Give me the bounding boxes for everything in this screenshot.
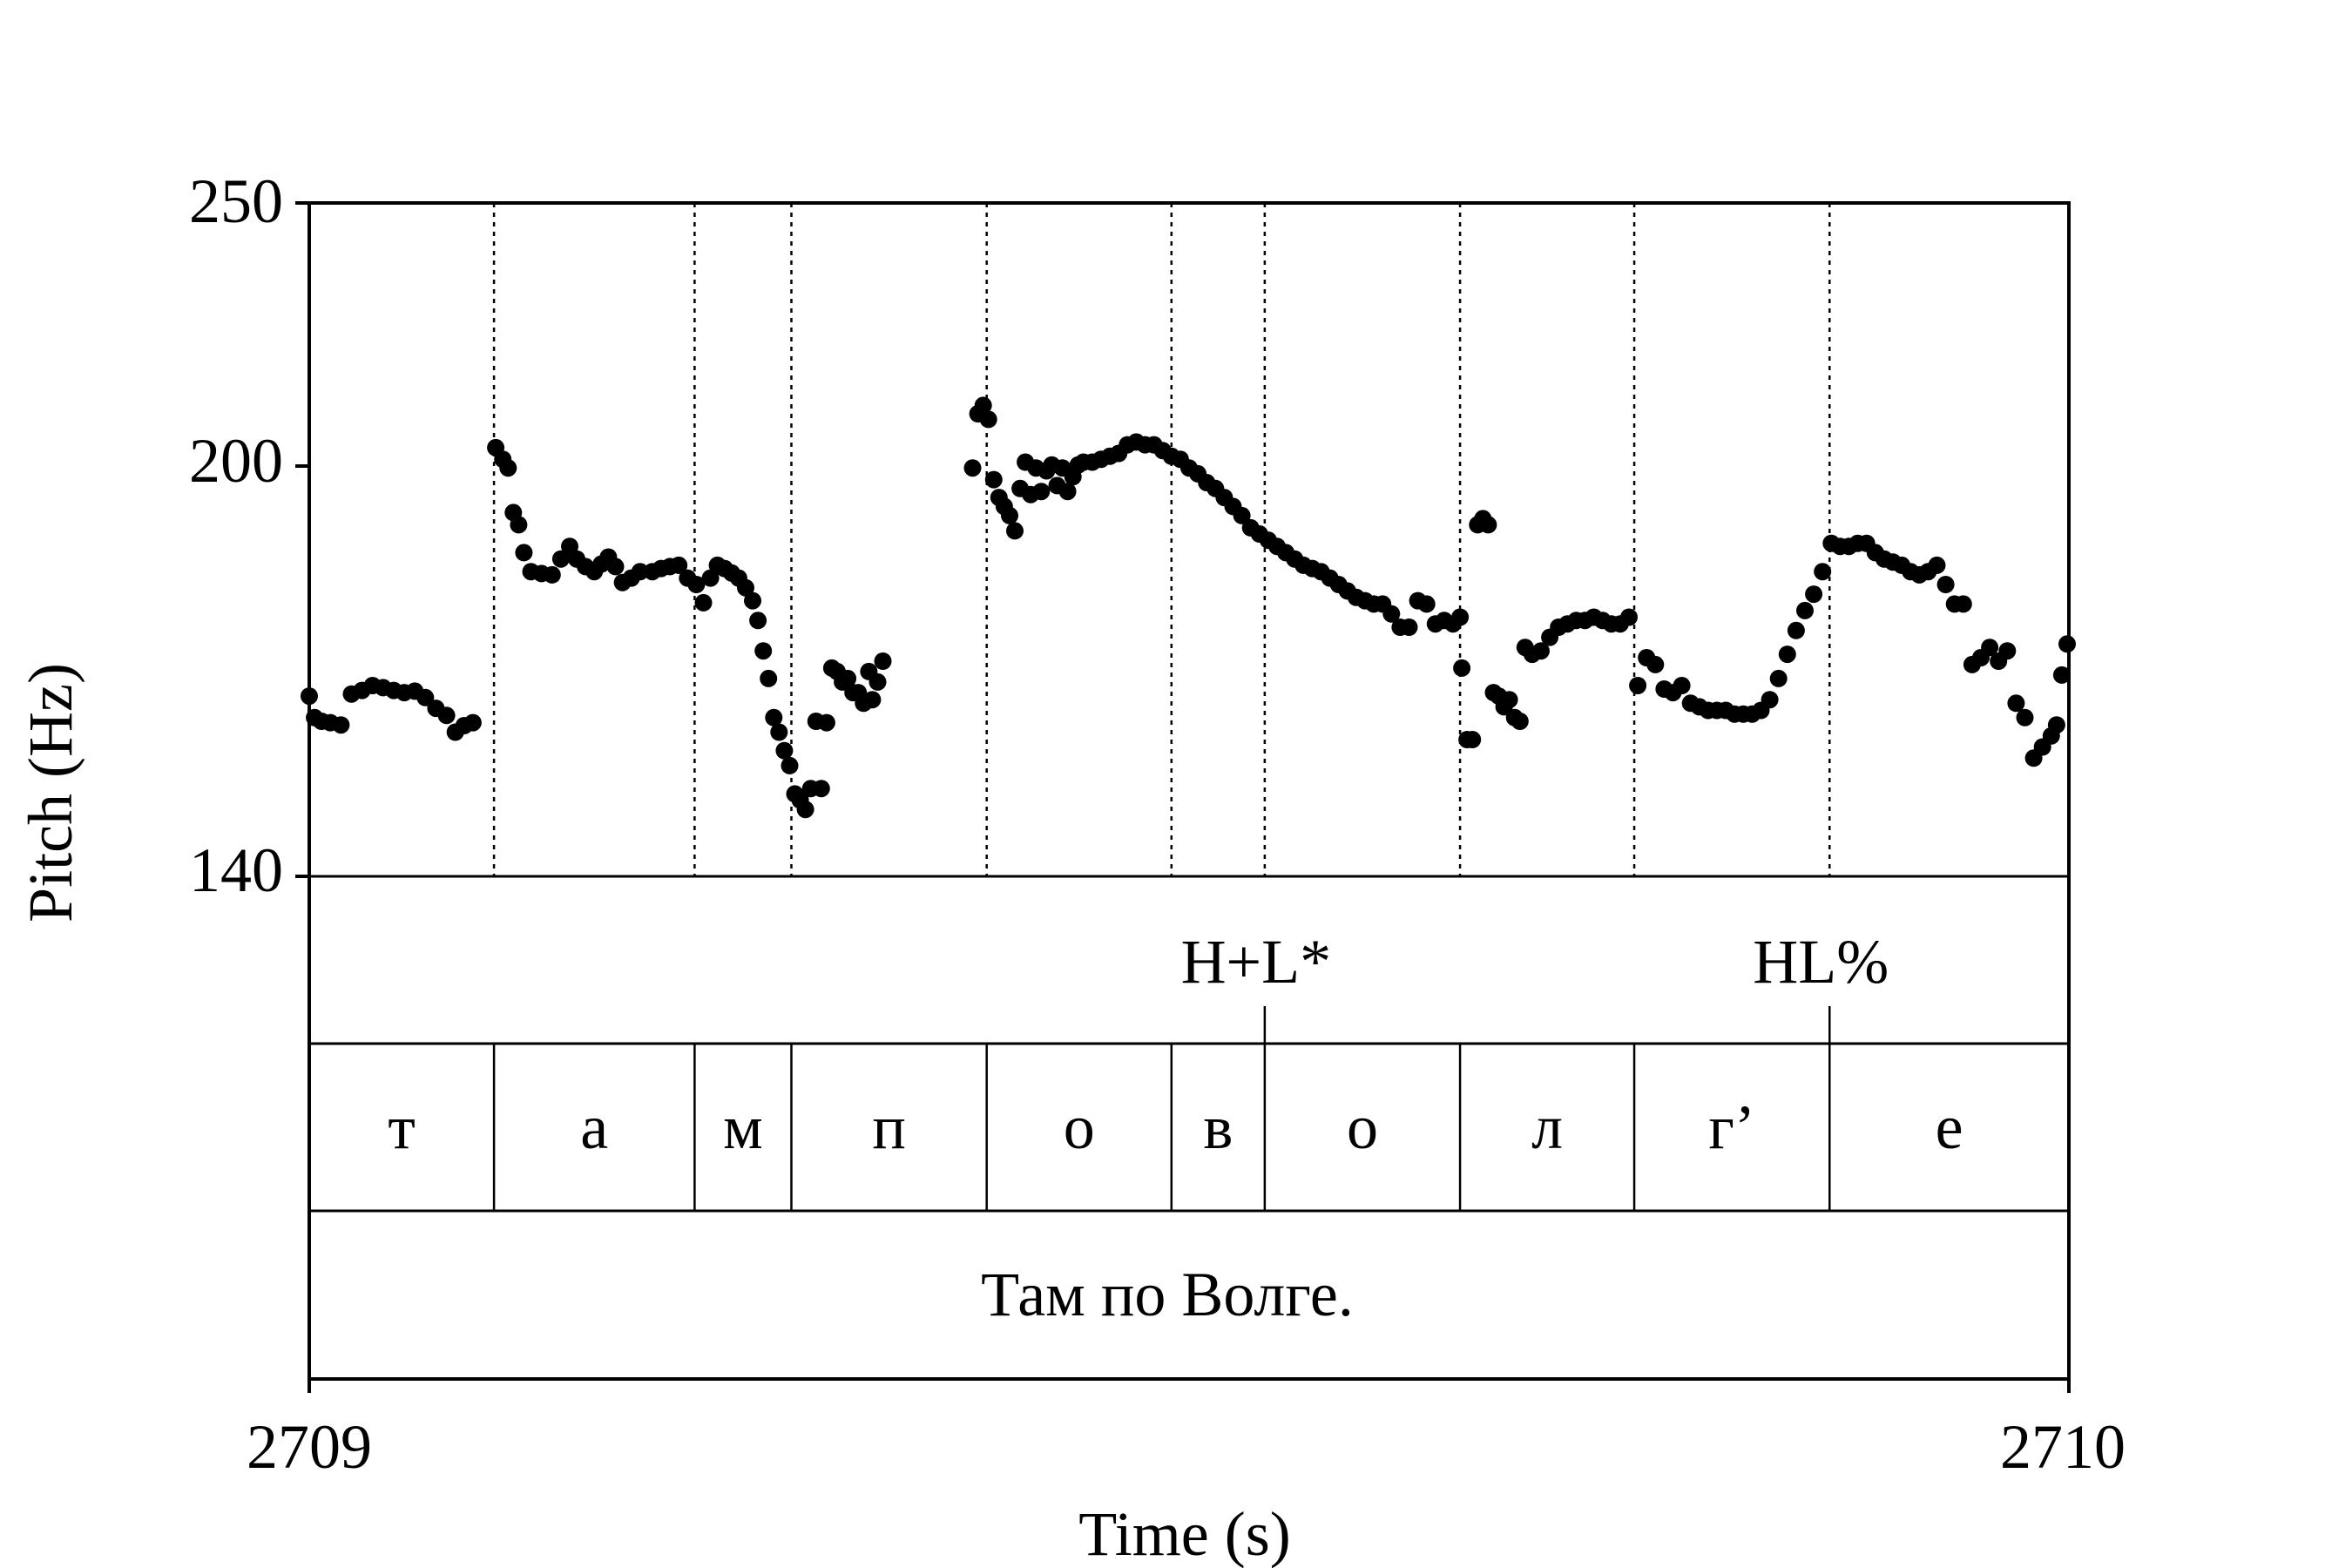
pitch-point — [984, 470, 1003, 489]
pitch-point — [1646, 655, 1665, 673]
pitch-point — [1532, 642, 1550, 660]
pitch-point — [543, 565, 561, 584]
pitch-point — [839, 669, 857, 687]
pitch-point — [868, 672, 887, 691]
pitch-point — [812, 780, 830, 798]
x-tick-2710: 2710 — [2000, 1412, 2126, 1482]
pitch-point — [1629, 677, 1647, 694]
pitch-point — [1620, 608, 1638, 626]
sentence-label: Там по Волге. — [981, 1260, 1354, 1329]
pitch-point — [765, 708, 783, 727]
pitch-point — [437, 706, 456, 725]
pitch-point — [510, 516, 528, 534]
pitch-point — [1500, 691, 1518, 709]
pitch-point — [499, 459, 517, 477]
pitch-points — [301, 396, 2076, 819]
pitch-point — [1778, 645, 1796, 664]
pitch-point — [1006, 522, 1024, 540]
pitch-point — [2016, 708, 2034, 727]
segment-label: т — [388, 1092, 415, 1162]
pitch-point — [1998, 642, 2017, 660]
y-tick-200: 200 — [189, 426, 283, 496]
segment-label: е — [1936, 1092, 1963, 1162]
pitch-point — [606, 558, 625, 576]
pitch-point — [332, 716, 350, 734]
pitch-point — [1814, 563, 1832, 581]
pitch-point — [1463, 731, 1482, 748]
segment-label: п — [872, 1092, 906, 1162]
segment-label: в — [1203, 1092, 1233, 1162]
pitch-point — [1233, 506, 1251, 524]
pitch-point — [963, 459, 982, 477]
pitch-point — [1417, 595, 1436, 613]
pitch-point — [874, 652, 892, 670]
pitch-point — [781, 756, 799, 774]
pitch-point — [749, 612, 767, 630]
segment-label: а — [580, 1092, 608, 1162]
pitch-point — [701, 569, 720, 587]
axis-labels: 250 200 140 2709 2710 Time (s) Pitch (Hz… — [16, 166, 2126, 1568]
pitch-point — [1382, 605, 1401, 623]
pitch-point — [863, 691, 882, 709]
pitch-point — [1787, 621, 1805, 639]
segment-label: г’ — [1708, 1092, 1755, 1162]
segment-label: о — [1347, 1092, 1378, 1162]
pitch-point — [2052, 666, 2071, 684]
pitch-point — [1001, 506, 1018, 524]
y-tick-250: 250 — [189, 166, 283, 236]
x-axis-label: Time (s) — [1078, 1499, 1290, 1568]
chart-frame — [295, 201, 2071, 1393]
pitch-point — [2047, 716, 2065, 734]
pitch-point — [796, 801, 814, 819]
pitch-point — [1451, 608, 1470, 626]
pitch-point — [631, 563, 649, 581]
pitch-point — [1769, 669, 1788, 687]
pitch-point — [515, 544, 533, 562]
segment-label: л — [1531, 1092, 1563, 1162]
pitch-point — [1479, 516, 1497, 534]
pitch-point — [770, 723, 788, 741]
pitch-point — [1761, 691, 1779, 709]
pitch-point — [775, 741, 794, 760]
tone-label: HL% — [1753, 927, 1889, 997]
pitch-point — [416, 688, 435, 706]
pitch-point — [817, 713, 835, 732]
pitch-point — [463, 713, 482, 732]
pitch-point — [1511, 713, 1529, 730]
pitch-point — [551, 550, 570, 568]
y-axis-label: Pitch (Hz) — [16, 663, 85, 923]
pitch-point — [754, 642, 773, 660]
pitch-point — [1796, 601, 1814, 619]
y-tick-140: 140 — [189, 835, 283, 905]
pitch-point — [1058, 483, 1077, 501]
pitch-point — [694, 593, 713, 612]
x-tick-2709: 2709 — [247, 1412, 372, 1482]
pitch-point — [744, 591, 761, 610]
plot-frame — [308, 201, 2071, 1381]
pitch-point — [1981, 639, 1999, 657]
pitch-point — [2007, 694, 2025, 713]
pitch-point — [974, 396, 992, 415]
pitch-point — [1936, 576, 1955, 593]
pitch-point — [670, 556, 688, 574]
pitch-point — [1805, 585, 1823, 604]
pitch-point — [760, 669, 778, 687]
pitch-point — [737, 578, 754, 597]
pitch-point — [1400, 618, 1418, 636]
segment-label: о — [1064, 1092, 1095, 1162]
tier-labels: H+L* HL% т а м п о в о л г’ е Там по Волге. — [388, 927, 1963, 1329]
pitch-point — [1928, 556, 1946, 574]
segment-label: м — [723, 1092, 763, 1162]
tone-label: H+L* — [1181, 927, 1332, 997]
pitch-point — [979, 410, 997, 429]
tier-separators — [492, 1006, 1831, 1211]
boundary-lines — [492, 203, 1831, 876]
pitch-point — [1032, 483, 1051, 501]
pitch-point — [1673, 677, 1691, 694]
pitch-point — [1954, 595, 1972, 613]
pitch-point — [687, 576, 706, 593]
pitch-point — [1453, 659, 1471, 677]
